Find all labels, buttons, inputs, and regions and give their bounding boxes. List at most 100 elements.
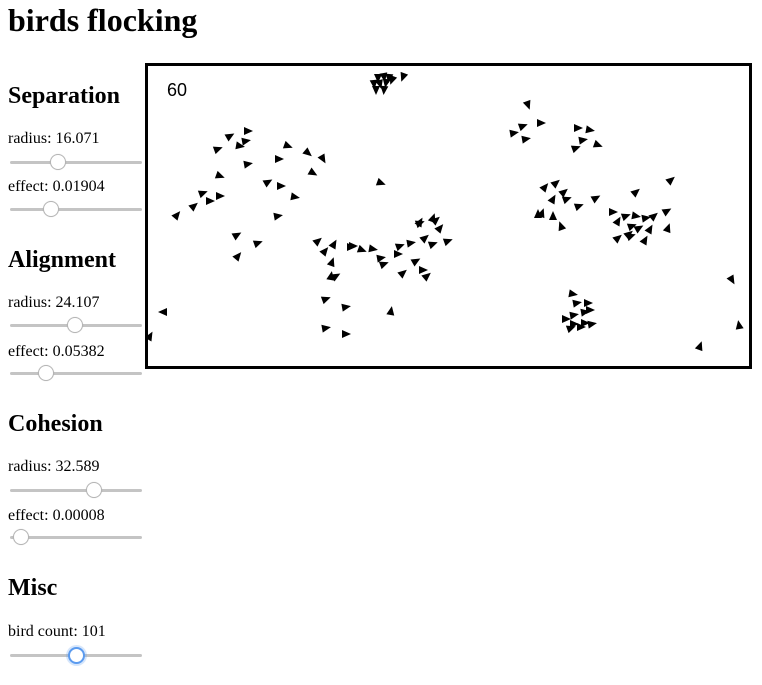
slider-thumb[interactable]: [68, 647, 85, 664]
bird: [368, 244, 378, 253]
bird: [626, 223, 637, 232]
slider-thumb[interactable]: [86, 482, 103, 498]
slider-thumb[interactable]: [37, 365, 54, 381]
slider-thumb[interactable]: [66, 317, 83, 333]
cohesion-effect-label: effect: 0.00008: [8, 507, 105, 524]
bird: [572, 299, 582, 308]
bird: [382, 78, 391, 88]
bird: [171, 211, 181, 221]
slider-thumb[interactable]: [12, 529, 29, 545]
bird: [206, 197, 215, 205]
bird: [537, 119, 546, 127]
separation-section: Separation radius: 16.071 effect: 0.0190…: [8, 82, 148, 217]
bird: [585, 125, 595, 134]
bird: [612, 216, 621, 227]
bird: [389, 74, 398, 85]
alignment-effect-slider[interactable]: [10, 365, 142, 381]
bird: [341, 303, 351, 312]
bird: [565, 325, 576, 334]
misc-heading: Misc: [8, 575, 58, 601]
flock-canvas[interactable]: 60: [145, 63, 752, 369]
slider-track: [10, 536, 142, 539]
cohesion-section: Cohesion radius: 32.589 effect: 0.00008: [8, 410, 148, 545]
slider-thumb[interactable]: [42, 201, 59, 217]
bird: [342, 330, 351, 338]
slider-track: [10, 161, 142, 164]
bird: [549, 211, 557, 220]
bird: [386, 306, 395, 316]
bird: [694, 341, 703, 352]
bird: [320, 296, 331, 305]
bird: [307, 167, 318, 176]
bird: [378, 261, 389, 270]
alignment-section: Alignment radius: 24.107 effect: 0.05382: [8, 246, 148, 381]
bird: [584, 299, 593, 307]
bird: [369, 79, 378, 89]
alignment-radius-slider[interactable]: [10, 317, 142, 333]
bird-count-label: bird count: 101: [8, 623, 106, 640]
bird: [570, 320, 579, 328]
bird: [374, 74, 382, 83]
bird: [509, 129, 519, 138]
bird: [148, 331, 153, 342]
bird: [639, 235, 648, 246]
bird: [321, 324, 331, 333]
bird-count-slider[interactable]: [10, 647, 142, 664]
bird: [214, 170, 225, 179]
bird: [568, 289, 578, 298]
bird: [442, 238, 453, 247]
birds-layer: [148, 71, 744, 352]
cohesion-effect-slider[interactable]: [10, 529, 142, 545]
bird: [427, 241, 438, 250]
slider-thumb[interactable]: [49, 154, 66, 170]
bird: [410, 258, 421, 267]
bird: [558, 221, 567, 232]
slider-track: [10, 489, 142, 492]
bird: [641, 214, 651, 223]
bird: [620, 213, 631, 222]
bird: [375, 177, 386, 186]
bird: [224, 133, 235, 142]
bird: [277, 182, 286, 190]
bird: [648, 212, 658, 222]
bird: [158, 308, 167, 316]
slider-track: [10, 208, 142, 211]
bird: [522, 99, 531, 110]
bird: [612, 234, 622, 244]
bird: [539, 183, 549, 193]
bird: [665, 176, 675, 186]
bird: [421, 272, 431, 282]
bird: [517, 123, 528, 132]
bird: [630, 188, 640, 198]
bird: [550, 179, 560, 189]
bird: [581, 319, 590, 327]
bird: [372, 86, 380, 95]
separation-radius-slider[interactable]: [10, 154, 142, 170]
bird: [380, 85, 389, 95]
cohesion-radius-slider[interactable]: [10, 482, 142, 498]
bird: [302, 147, 312, 157]
bird: [216, 192, 225, 200]
bird: [394, 243, 405, 252]
bird: [231, 232, 242, 241]
bird: [406, 239, 416, 248]
page-title: birds flocking: [8, 2, 198, 38]
bird: [397, 269, 407, 279]
bird: [592, 139, 603, 148]
bird: [356, 244, 367, 253]
bird: [326, 271, 335, 281]
bird: [562, 315, 571, 323]
bird: [347, 243, 356, 251]
bird: [419, 234, 429, 244]
bird: [330, 273, 341, 282]
bird: [735, 320, 744, 330]
bird: [394, 250, 403, 258]
bird: [609, 208, 618, 216]
bird: [534, 209, 542, 218]
bird: [197, 190, 208, 199]
bird: [726, 274, 735, 285]
bird: [244, 127, 253, 135]
bird: [273, 212, 283, 221]
separation-radius-label: radius: 16.071: [8, 130, 100, 147]
separation-effect-slider[interactable]: [10, 201, 142, 217]
